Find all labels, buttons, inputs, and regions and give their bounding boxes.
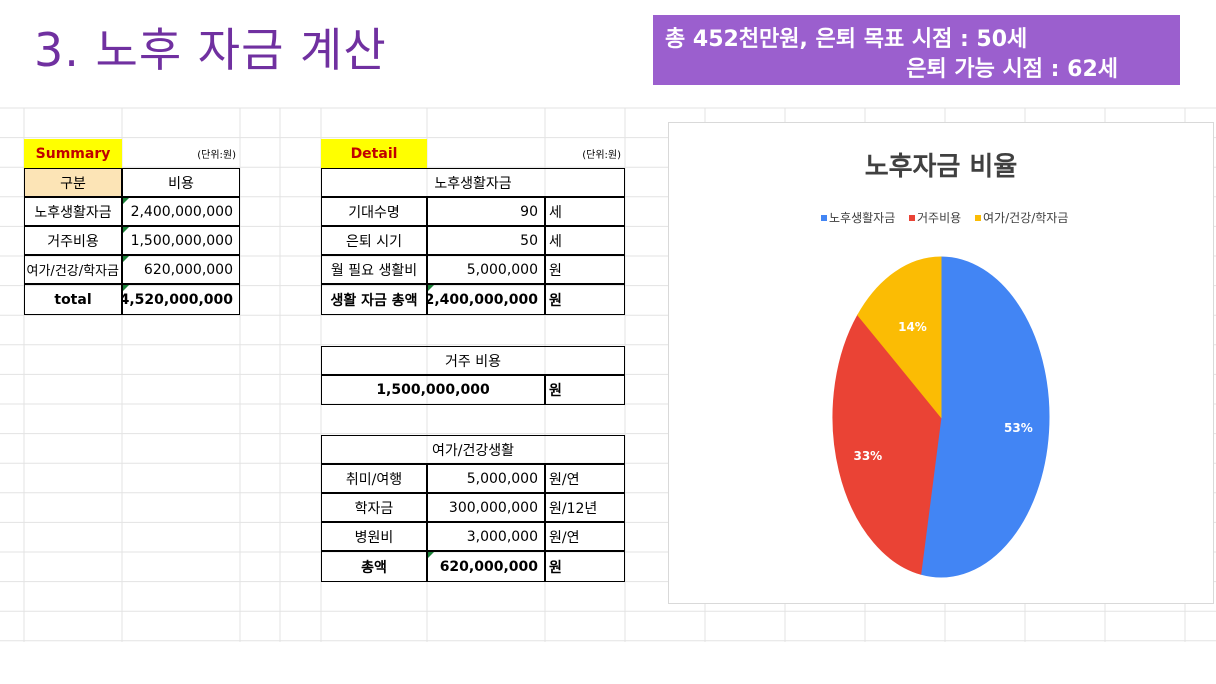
pie-data-label: 33% bbox=[853, 449, 882, 463]
legend-swatch bbox=[975, 215, 981, 221]
pie-chart-container[interactable]: 노후자금 비율 노후생활자금 거주비용 여가/건강/학자금 53% 33% 14% bbox=[668, 122, 1214, 604]
pie-slice[interactable] bbox=[920, 256, 1050, 578]
legend-item[interactable]: 거주비용 bbox=[917, 211, 961, 225]
legend-item[interactable]: 여가/건강/학자금 bbox=[983, 211, 1068, 225]
leisure-row-unit[interactable]: 원/연 bbox=[545, 522, 625, 551]
leisure-total-label[interactable]: 총액 bbox=[321, 551, 427, 582]
banner-line-1: 총 452천만원, 은퇴 목표 시점 : 50세 bbox=[665, 27, 1028, 52]
living-total-label[interactable]: 생활 자금 총액 bbox=[321, 284, 427, 315]
leisure-title[interactable]: 여가/건강생활 bbox=[321, 435, 625, 464]
pie-slices[interactable] bbox=[832, 256, 1050, 578]
living-row-unit[interactable]: 세 bbox=[545, 197, 625, 226]
summary-banner: 총 452천만원, 은퇴 목표 시점 : 50세 은퇴 가능 시점 : 62세 bbox=[653, 15, 1180, 85]
leisure-total-value[interactable]: 620,000,000 bbox=[427, 551, 545, 582]
legend-item[interactable]: 노후생활자금 bbox=[829, 211, 895, 225]
summary-unit[interactable]: (단위:원) bbox=[197, 150, 236, 161]
legend-swatch bbox=[909, 215, 915, 221]
pie-data-label: 53% bbox=[1004, 421, 1033, 435]
summary-total-value[interactable]: 4,520,000,000 bbox=[122, 284, 240, 315]
chart-title: 노후자금 비율 bbox=[865, 152, 1018, 182]
pie-chart[interactable]: 노후자금 비율 노후생활자금 거주비용 여가/건강/학자금 53% 33% 14% bbox=[669, 123, 1213, 603]
summary-row-value[interactable]: 2,400,000,000 bbox=[122, 197, 240, 226]
summary-total-label[interactable]: total bbox=[24, 284, 122, 315]
living-fund-title[interactable]: 노후생활자금 bbox=[321, 168, 625, 197]
living-row-value[interactable]: 90 bbox=[427, 197, 545, 226]
living-row-unit[interactable]: 세 bbox=[545, 226, 625, 255]
leisure-row-label[interactable]: 학자금 bbox=[321, 493, 427, 522]
pie-slice[interactable] bbox=[857, 256, 942, 419]
living-row-label[interactable]: 월 필요 생활비 bbox=[321, 255, 427, 284]
summary-row-label[interactable]: 노후생활자금 bbox=[24, 197, 122, 226]
living-row-label[interactable]: 기대수명 bbox=[321, 197, 427, 226]
pie-slice[interactable] bbox=[832, 314, 942, 575]
leisure-row-value[interactable]: 3,000,000 bbox=[427, 522, 545, 551]
summary-row-label[interactable]: 여가/건강/학자금 bbox=[24, 255, 122, 284]
leisure-row-unit[interactable]: 원/12년 bbox=[545, 493, 625, 522]
leisure-row-value[interactable]: 300,000,000 bbox=[427, 493, 545, 522]
summary-header[interactable]: Summary bbox=[24, 139, 122, 168]
living-total-unit[interactable]: 원 bbox=[545, 284, 625, 315]
leisure-row-value[interactable]: 5,000,000 bbox=[427, 464, 545, 493]
pie-data-label: 14% bbox=[898, 320, 927, 334]
page-title: 3. 노후 자금 계산 bbox=[34, 23, 387, 77]
leisure-row-label[interactable]: 병원비 bbox=[321, 522, 427, 551]
housing-unit[interactable]: 원 bbox=[545, 375, 625, 405]
legend-swatch bbox=[821, 215, 827, 221]
housing-title[interactable]: 거주 비용 bbox=[321, 346, 625, 375]
chart-legend[interactable]: 노후생활자금 거주비용 여가/건강/학자금 bbox=[821, 211, 1068, 225]
banner-line-2: 은퇴 가능 시점 : 62세 bbox=[906, 57, 1118, 82]
living-total-value[interactable]: 2,400,000,000 bbox=[427, 284, 545, 315]
living-row-value[interactable]: 5,000,000 bbox=[427, 255, 545, 284]
pie-data-labels: 53% 33% 14% bbox=[853, 320, 1032, 463]
leisure-row-label[interactable]: 취미/여행 bbox=[321, 464, 427, 493]
summary-row-value[interactable]: 620,000,000 bbox=[122, 255, 240, 284]
living-row-value[interactable]: 50 bbox=[427, 226, 545, 255]
living-row-unit[interactable]: 원 bbox=[545, 255, 625, 284]
summary-row-value[interactable]: 1,500,000,000 bbox=[122, 226, 240, 255]
housing-value[interactable]: 1,500,000,000 bbox=[321, 375, 545, 405]
leisure-total-unit[interactable]: 원 bbox=[545, 551, 625, 582]
summary-row-label[interactable]: 거주비용 bbox=[24, 226, 122, 255]
summary-col-cost[interactable]: 비용 bbox=[122, 168, 240, 197]
leisure-row-unit[interactable]: 원/연 bbox=[545, 464, 625, 493]
living-row-label[interactable]: 은퇴 시기 bbox=[321, 226, 427, 255]
detail-unit[interactable]: (단위:원) bbox=[582, 150, 621, 161]
summary-col-category[interactable]: 구분 bbox=[24, 168, 122, 197]
detail-header[interactable]: Detail bbox=[321, 139, 427, 168]
